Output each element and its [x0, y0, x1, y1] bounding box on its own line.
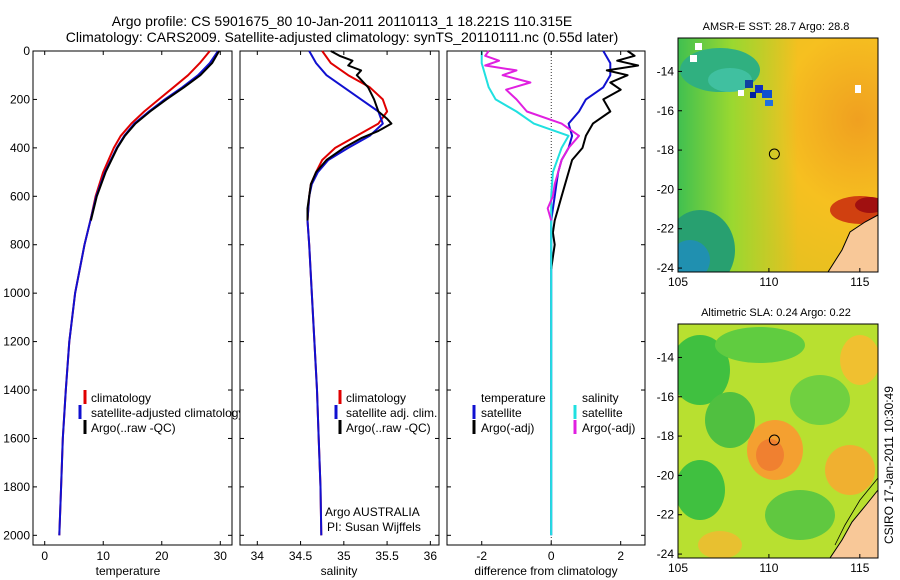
y-tick-label: 1800 — [3, 480, 30, 494]
map-y-tick-label: -16 — [657, 104, 675, 118]
map-y-tick-label: -24 — [657, 261, 675, 275]
salinity-xlabel: salinity — [321, 564, 358, 578]
map-x-tick-label: 115 — [850, 275, 869, 289]
y-tick-label: 800 — [10, 238, 30, 252]
x-tick-label: -2 — [476, 549, 487, 563]
difference-axes-frame — [446, 50, 646, 546]
legend-label-satellite: satellite adj. clim. — [346, 406, 437, 420]
series-line-argo-raw-qc — [306, 50, 393, 221]
x-tick-label: 2 — [617, 549, 624, 563]
legend-label-argo: Argo(..raw -QC) — [346, 421, 431, 435]
map-y-tick-label: -22 — [657, 222, 675, 236]
annotation-pi: PI: Susan Wijffels — [327, 520, 421, 534]
sst-field — [678, 38, 878, 272]
map-y-tick-label: -16 — [657, 390, 675, 404]
map-y-tick-label: -14 — [657, 350, 675, 364]
y-tick-label: 200 — [10, 92, 30, 106]
legend-label-sal-argo: Argo(-adj) — [582, 421, 635, 435]
map-x-tick-label: 115 — [850, 561, 869, 575]
x-tick-label: 34.5 — [289, 549, 313, 563]
argo-location-marker — [768, 148, 780, 160]
map-y-tick-label: -22 — [657, 508, 675, 522]
argo-location-marker — [768, 434, 780, 446]
legend-header-salinity: salinity — [582, 391, 619, 405]
salinity-axes-frame — [239, 50, 440, 546]
sst-map-panel: AMSR-E SST: 28.7 Argo: 28.8 — [657, 21, 879, 289]
x-tick-label: 36 — [424, 549, 438, 563]
legend-label-temp-satellite: satellite — [481, 406, 522, 420]
salinity-panel: 34 34.5 35 35.5 36 salinity climatology sate… — [239, 50, 440, 578]
title-line-2: Climatology: CARS2009. Satellite-adjuste… — [66, 29, 619, 45]
sla-field — [678, 324, 878, 558]
map-y-tick-label: -20 — [657, 182, 675, 196]
y-tick-label: 1000 — [3, 286, 30, 300]
temperature-panel: 0 10 20 30 0 200 400 600 800 1000 1200 1400 1600 180… — [3, 44, 244, 578]
temperature-axes-frame — [32, 50, 233, 546]
sst-coastline — [827, 214, 878, 272]
y-tick-label: 1600 — [3, 431, 30, 445]
legend-header-temperature: temperature — [481, 391, 546, 405]
x-tick-label: 35 — [337, 549, 351, 563]
map-x-tick-label: 105 — [668, 561, 688, 575]
x-tick-label: 34 — [251, 549, 265, 563]
map-y-tick-label: -18 — [657, 429, 675, 443]
sla-map-panel: Altimetric SLA: 0.24 Argo: 0.22 105 110 11… — [657, 307, 879, 575]
temperature-xlabel: temperature — [96, 564, 161, 578]
x-tick-label: 10 — [97, 549, 111, 563]
x-tick-label: 0 — [41, 549, 48, 563]
csiro-timestamp: CSIRO 17-Jan-2011 10:30:49 — [882, 386, 896, 544]
sla-map-frame — [677, 323, 879, 559]
series-line-argo-raw-qc — [89, 50, 220, 221]
x-tick-label: 0 — [548, 549, 555, 563]
legend-label-climatology: climatology — [91, 391, 151, 405]
salinity-legend: climatology satellite adj. clim. Argo(..… — [334, 390, 437, 435]
map-x-tick-label: 105 — [668, 275, 688, 289]
y-tick-label: 600 — [10, 189, 30, 203]
y-tick-label: 400 — [10, 141, 30, 155]
map-x-tick-label: 110 — [759, 561, 778, 575]
legend-label-temp-argo: Argo(-adj) — [481, 421, 534, 435]
series-line-salinity-argo-adj — [484, 50, 580, 221]
map-y-tick-label: -24 — [657, 547, 675, 561]
title-line-1: Argo profile: CS 5901675_80 10-Jan-2011 … — [112, 13, 573, 29]
difference-panel: -2 0 2 difference from climatology tempera… — [446, 50, 646, 578]
x-tick-label: 35.5 — [375, 549, 399, 563]
annotation-argo-australia: Argo AUSTRALIA — [325, 505, 420, 519]
map-y-tick-label: -20 — [657, 468, 675, 482]
series-line-salinity-satellite — [480, 51, 570, 536]
sla-map-title: Altimetric SLA: 0.24 Argo: 0.22 — [701, 307, 851, 319]
difference-xlabel: difference from climatology — [474, 564, 617, 578]
legend-label-sal-satellite: satellite — [582, 406, 623, 420]
sla-coastline — [829, 489, 878, 558]
legend-label-satellite: satellite-adjusted climatology — [91, 406, 244, 420]
legend-label-climatology: climatology — [346, 391, 406, 405]
x-tick-label: 30 — [214, 549, 228, 563]
x-tick-label: 20 — [155, 549, 169, 563]
y-tick-label: 0 — [23, 44, 30, 58]
y-tick-label: 1200 — [3, 335, 30, 349]
map-x-tick-label: 110 — [759, 275, 778, 289]
series-line-satellite-adj-clim — [306, 50, 384, 536]
sst-map-frame — [677, 37, 879, 273]
map-y-tick-label: -18 — [657, 143, 675, 157]
map-y-tick-label: -14 — [657, 64, 675, 78]
sst-map-title: AMSR-E SST: 28.7 Argo: 28.8 — [703, 21, 850, 33]
temperature-legend: climatology satellite-adjusted climatolo… — [78, 390, 244, 435]
difference-legend: temperature salinity satellite Argo(-adj… — [472, 391, 635, 435]
series-line-temperature-argo-adj — [550, 50, 640, 270]
y-tick-label: 2000 — [3, 528, 30, 542]
legend-label-argo: Argo(..raw -QC) — [91, 421, 176, 435]
y-tick-label: 1400 — [3, 383, 30, 397]
